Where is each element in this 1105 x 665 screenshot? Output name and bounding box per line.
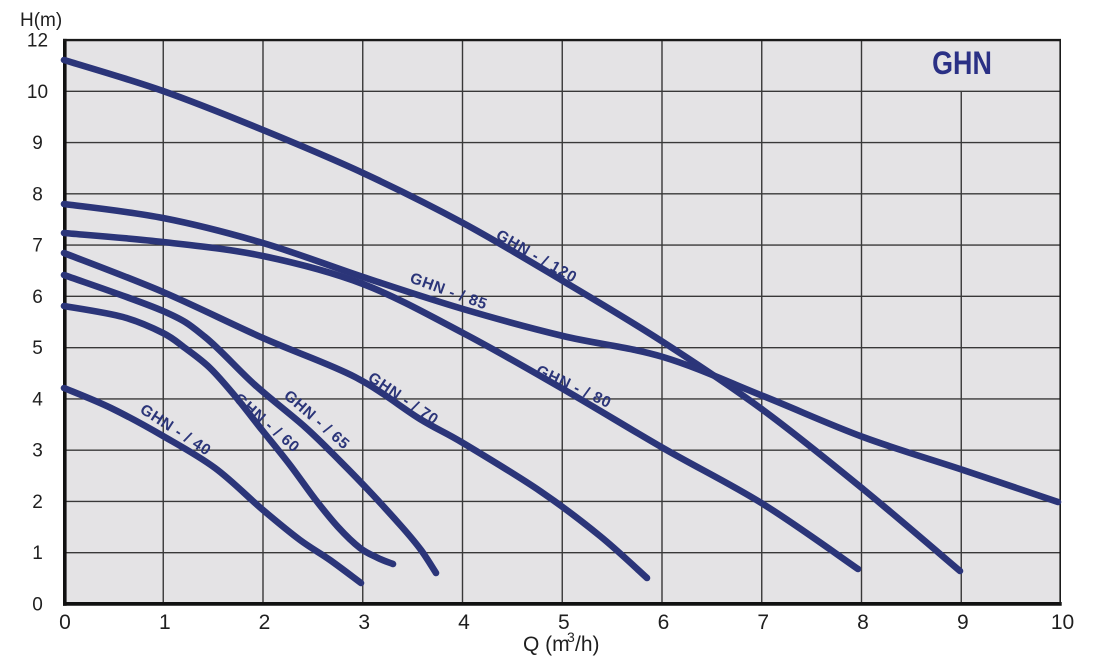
svg-text:4: 4 (32, 389, 43, 410)
svg-text:7: 7 (32, 236, 43, 257)
svg-text:Q (m: Q (m (523, 633, 570, 656)
svg-text:H(m): H(m) (20, 10, 62, 31)
svg-text:8: 8 (857, 611, 869, 634)
svg-text:2: 2 (259, 611, 271, 634)
svg-text:7: 7 (757, 611, 769, 634)
svg-text:3: 3 (358, 611, 370, 634)
svg-text:5: 5 (32, 338, 43, 359)
svg-text:3: 3 (32, 441, 43, 462)
svg-text:5: 5 (558, 611, 570, 634)
svg-text:0: 0 (59, 611, 71, 634)
svg-text:GHN: GHN (932, 46, 992, 82)
svg-text:3: 3 (567, 629, 575, 645)
svg-text:2: 2 (32, 492, 43, 513)
svg-text:9: 9 (32, 133, 43, 154)
svg-text:10: 10 (27, 82, 48, 103)
svg-text:9: 9 (957, 611, 969, 634)
svg-text:/h): /h) (575, 633, 600, 656)
svg-text:12: 12 (27, 31, 48, 52)
svg-text:8: 8 (32, 184, 43, 205)
svg-text:1: 1 (32, 543, 43, 564)
svg-text:6: 6 (658, 611, 670, 634)
svg-text:10: 10 (1051, 611, 1074, 634)
svg-text:1: 1 (159, 611, 171, 634)
svg-text:4: 4 (458, 611, 470, 634)
svg-text:6: 6 (32, 287, 43, 308)
svg-text:0: 0 (32, 595, 43, 616)
